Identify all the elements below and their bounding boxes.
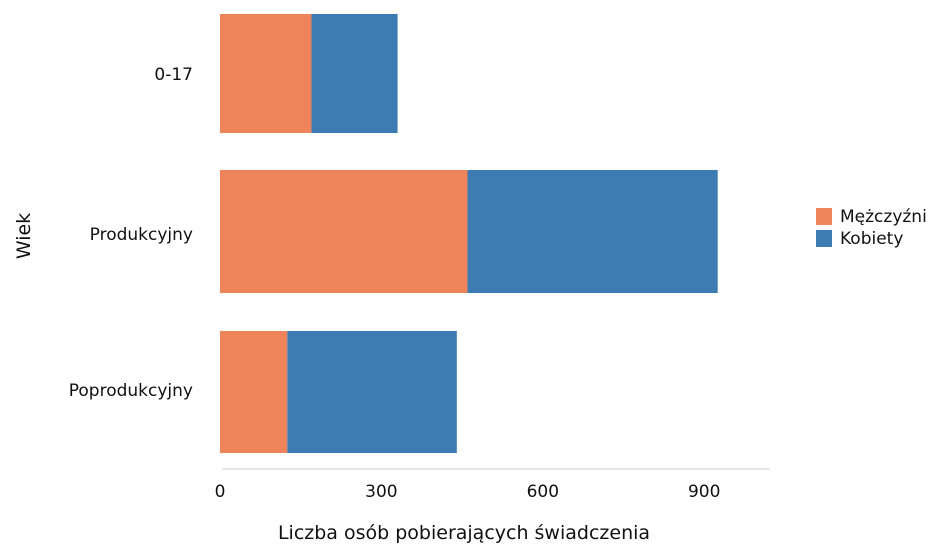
bar-women-0 <box>311 14 398 133</box>
x-tick-label: 0 <box>215 482 226 502</box>
legend-swatch <box>816 230 832 247</box>
bar-women-2 <box>287 331 457 453</box>
bar-men-1 <box>220 170 468 293</box>
category-labels: 0-17 Produkcyjny Poprodukcyjny <box>69 65 193 401</box>
category-label: Poprodukcyjny <box>69 381 193 401</box>
x-axis-title: Liczba osób pobierających świadczenia <box>278 522 650 544</box>
legend-label: Mężczyźni <box>840 207 927 227</box>
bar-men-0 <box>220 14 312 133</box>
bar-men-2 <box>220 331 288 453</box>
x-tick-label: 900 <box>688 482 720 502</box>
category-label: Produkcyjny <box>90 225 193 245</box>
bars-layer <box>220 14 718 453</box>
x-tick-label: 300 <box>365 482 397 502</box>
legend-label: Kobiety <box>840 229 903 249</box>
x-tick-label: 600 <box>527 482 559 502</box>
y-axis-title: Wiek <box>13 213 35 259</box>
legend-swatch <box>816 208 832 225</box>
x-tick-labels: 0 300 600 900 <box>215 482 721 502</box>
bar-women-1 <box>467 170 718 293</box>
category-label: 0-17 <box>154 65 193 85</box>
